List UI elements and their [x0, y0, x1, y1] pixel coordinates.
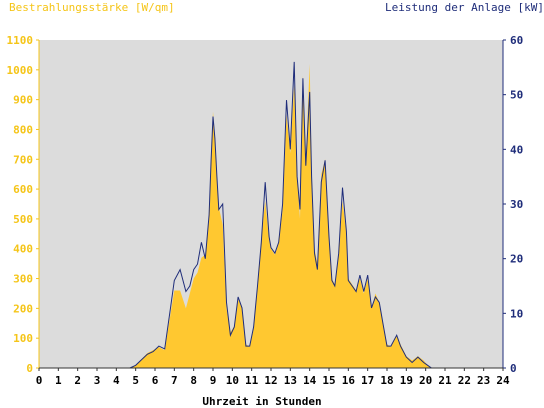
- x-tick-label: 19: [400, 374, 413, 387]
- x-tick-label: 10: [226, 374, 239, 387]
- right-tick-label: 20: [510, 253, 523, 266]
- x-tick-label: 11: [245, 374, 259, 387]
- left-tick-label: 500: [13, 213, 33, 226]
- right-tick-label: 0: [510, 362, 517, 375]
- left-tick-label: 1100: [7, 34, 34, 47]
- x-tick-label: 4: [113, 374, 120, 387]
- x-tick-label: 12: [264, 374, 277, 387]
- x-axis-ticks: 0 1 2 3 4 5 6 7 8 9 10 11 12 13 14 15 16 17 18 19 20 21 22 23 24: [36, 368, 510, 387]
- series-power-line: [39, 61, 503, 369]
- x-tick-label: 13: [284, 374, 297, 387]
- x-tick-label: 18: [380, 374, 393, 387]
- left-tick-label: 600: [13, 183, 33, 196]
- left-tick-label: 900: [13, 94, 33, 107]
- right-tick-label: 60: [510, 34, 523, 47]
- x-tick-label: 22: [458, 374, 471, 387]
- x-tick-label: 3: [94, 374, 101, 387]
- left-tick-label: 700: [13, 153, 33, 166]
- x-tick-label: 7: [171, 374, 178, 387]
- x-tick-label: 16: [342, 374, 356, 387]
- x-tick-label: 8: [190, 374, 197, 387]
- left-tick-label: 800: [13, 123, 33, 136]
- x-tick-label: 2: [74, 374, 81, 387]
- x-tick-label: 23: [477, 374, 490, 387]
- right-tick-label: 40: [510, 143, 523, 156]
- series-layer: [39, 61, 503, 369]
- series-irradiance-area: [39, 63, 503, 369]
- x-tick-label: 15: [322, 374, 335, 387]
- left-tick-label: 200: [13, 302, 33, 315]
- right-tick-label: 50: [510, 89, 523, 102]
- left-tick-label: 0: [26, 362, 33, 375]
- left-axis-ticks: 0 100 200 300 400 500 600 700 800 900 1000 1100: [7, 34, 39, 375]
- x-tick-label: 0: [36, 374, 43, 387]
- x-tick-label: 9: [210, 374, 217, 387]
- right-axis-ticks: 0 10 20 30 40 50 60: [503, 34, 523, 375]
- left-tick-label: 400: [13, 243, 33, 256]
- left-tick-label: 1000: [7, 64, 34, 77]
- left-tick-label: 100: [13, 332, 33, 345]
- x-tick-label: 6: [152, 374, 159, 387]
- x-tick-label: 5: [132, 374, 139, 387]
- right-tick-label: 10: [510, 307, 523, 320]
- left-axis-title: Bestrahlungsstärke [W/qm]: [9, 1, 175, 14]
- x-tick-label: 24: [496, 374, 510, 387]
- right-tick-label: 30: [510, 198, 523, 211]
- x-tick-label: 1: [55, 374, 62, 387]
- right-axis-title: Leistung der Anlage [kW]: [385, 1, 544, 14]
- x-tick-label: 14: [303, 374, 317, 387]
- x-tick-label: 21: [438, 374, 452, 387]
- x-tick-label: 17: [361, 374, 374, 387]
- left-tick-label: 300: [13, 273, 33, 286]
- x-axis-title: Uhrzeit in Stunden: [202, 395, 321, 408]
- x-tick-label: 20: [419, 374, 432, 387]
